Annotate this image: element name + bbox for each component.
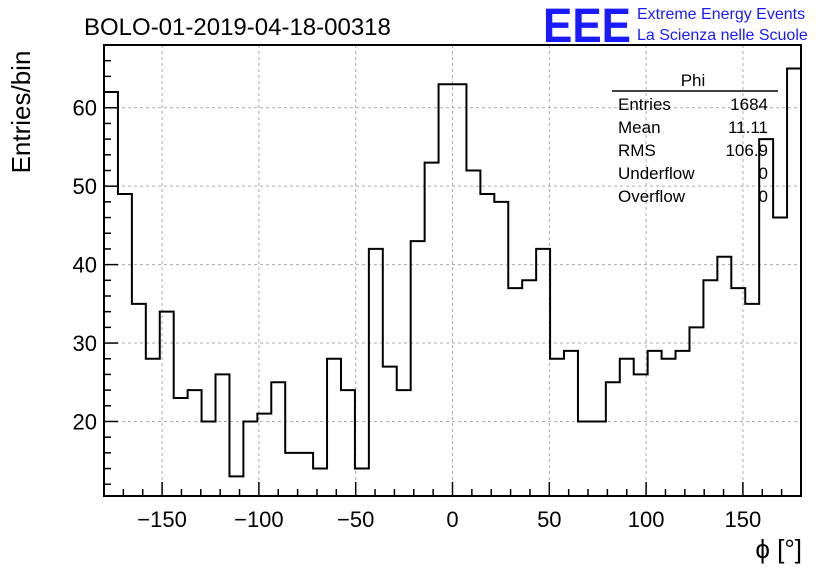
- x-tick-label: 50: [537, 507, 561, 532]
- eee-logo-line2: La Scienza nelle Scuole: [637, 27, 808, 44]
- x-tick-label: −50: [337, 507, 374, 532]
- eee-logo: EEE Extreme Energy Events La Scienza nel…: [543, 0, 808, 53]
- histogram-series-line: [104, 67, 801, 478]
- stats-label-rms: RMS: [618, 141, 656, 160]
- chart-title: BOLO-01-2019-04-18-00318: [84, 14, 391, 41]
- x-tick-label: −100: [234, 507, 284, 532]
- eee-logo-line1: Extreme Energy Events: [637, 6, 805, 23]
- y-tick-label: 30: [73, 331, 97, 356]
- stats-value-mean: 11.11: [728, 118, 768, 137]
- stats-label-entries: Entries: [618, 95, 671, 114]
- stats-value-rms: 106.9: [725, 141, 768, 160]
- eee-logo-mark: EEE: [543, 0, 631, 53]
- stats-value-entries: 1684: [730, 95, 768, 114]
- stats-label-overflow: Overflow: [618, 187, 686, 206]
- stats-box: Phi Entries 1684 Mean 11.11 RMS 106.9 Un…: [612, 71, 778, 206]
- stats-value-underflow: 0: [759, 164, 768, 183]
- x-axis-label: ϕ [°]: [755, 534, 802, 564]
- stats-label-underflow: Underflow: [618, 164, 695, 183]
- x-tick-label: 100: [628, 507, 665, 532]
- x-tick-label: 0: [446, 507, 458, 532]
- y-axis-label: Entries/bin: [6, 51, 36, 174]
- stats-box-title: Phi: [681, 71, 706, 90]
- y-tick-label: 60: [73, 96, 97, 121]
- axis-ticks: [103, 44, 802, 496]
- y-tick-label: 40: [73, 253, 97, 278]
- grid-lines: [104, 45, 801, 496]
- stats-label-mean: Mean: [618, 118, 661, 137]
- axis-tick-labels: −150 −100 −50 0 50 100 150 20 30 40 50 60: [73, 96, 762, 532]
- y-tick-label: 50: [73, 174, 97, 199]
- x-tick-label: −150: [137, 507, 187, 532]
- y-tick-label: 20: [73, 409, 97, 434]
- x-tick-label: 150: [725, 507, 762, 532]
- stats-value-overflow: 0: [759, 187, 768, 206]
